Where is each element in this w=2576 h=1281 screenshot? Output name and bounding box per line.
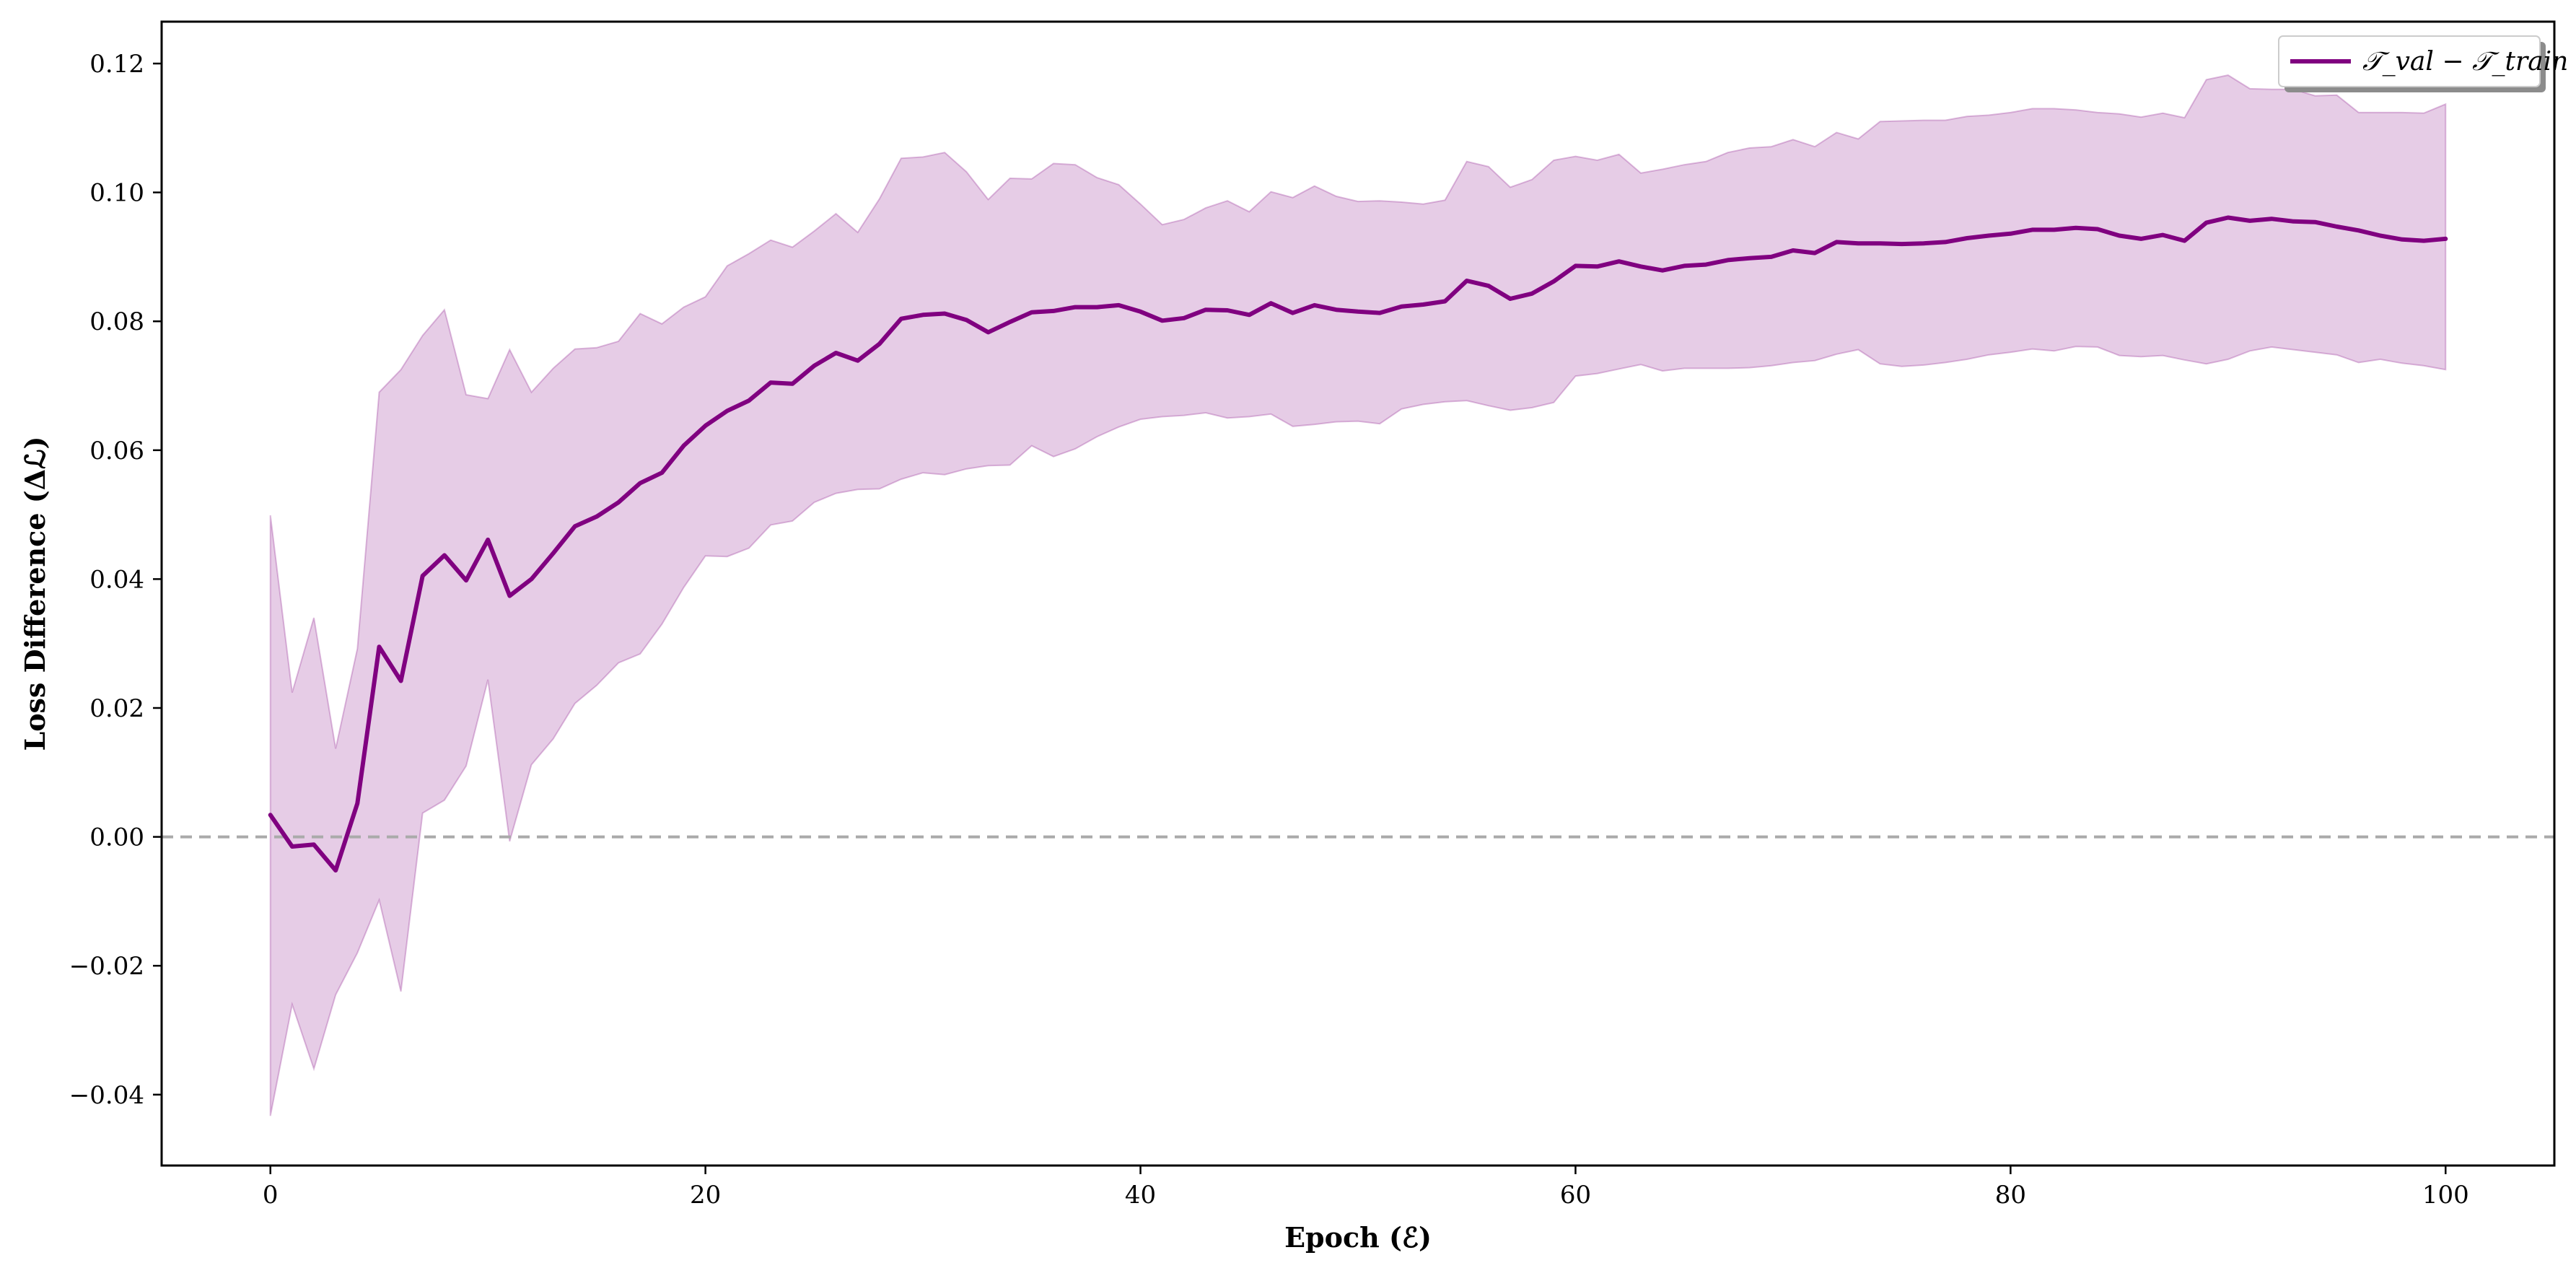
mean-line (268, 215, 2448, 873)
y-axis-title: Loss Difference (Δℒ) (19, 436, 51, 751)
x-tick-label: 40 (1125, 1181, 1156, 1210)
legend: 𝒯_val − 𝒯_train (2278, 35, 2568, 92)
y-tick-label: −0.04 (69, 1081, 144, 1110)
x-axis-title: Epoch (ℰ) (1284, 1221, 1432, 1254)
x-tick-label: 100 (2422, 1181, 2469, 1210)
x-tick-label: 80 (1995, 1181, 2026, 1210)
y-tick-label: 0.00 (89, 823, 144, 852)
plot-frame (160, 20, 2556, 1167)
y-tick-label: 0.04 (89, 565, 144, 594)
y-tick-label: 0.02 (89, 694, 144, 723)
x-tick-label: 20 (690, 1181, 721, 1210)
band-layer (269, 74, 2447, 1116)
line-layer (162, 215, 2554, 873)
y-tick-label: 0.10 (89, 179, 144, 208)
y-tick-label: 0.12 (89, 50, 144, 79)
legend-label: 𝒯_val − 𝒯_train (2362, 47, 2568, 76)
legend-box (2278, 35, 2541, 87)
x-tick-label: 0 (263, 1181, 279, 1210)
y-tick-label: 0.08 (89, 307, 144, 336)
confidence-band (269, 74, 2447, 1116)
x-tick-label: 60 (1560, 1181, 1591, 1210)
y-tick-label: −0.02 (69, 952, 144, 981)
axes-layer: 0 20 40 60 80 100 −0.04 −0.02 0.00 0.02 0.04 0.06 0.… (69, 20, 2556, 1210)
y-tick-label: 0.06 (89, 437, 144, 465)
